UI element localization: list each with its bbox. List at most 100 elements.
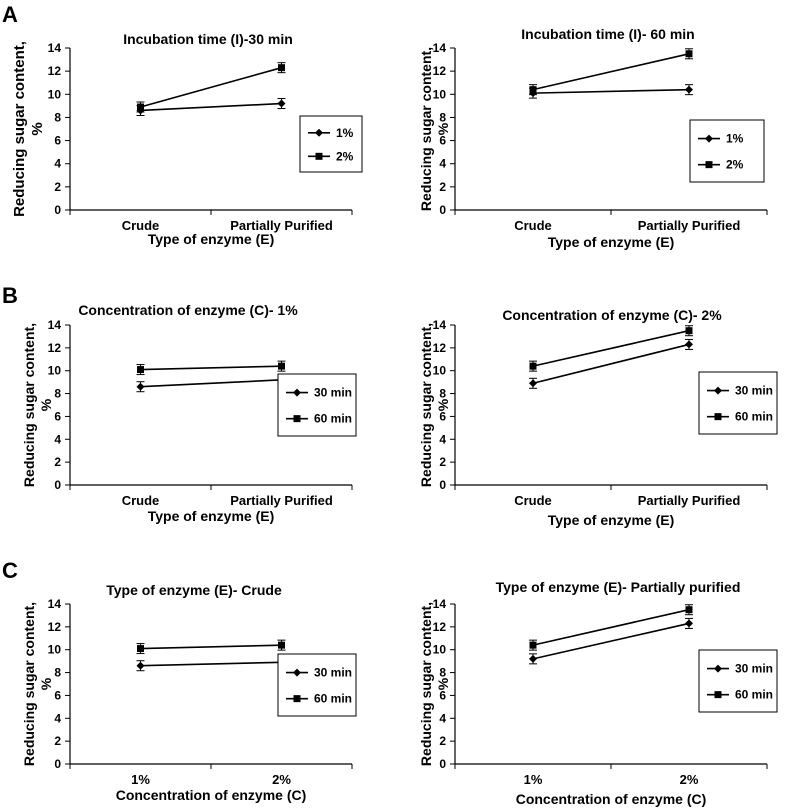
- y-tick-label: 2: [439, 455, 446, 469]
- legend-label: 2%: [336, 149, 354, 163]
- series-line: [532, 88, 690, 94]
- y-axis-label: Reducing sugar content,%: [418, 323, 451, 487]
- y-tick-label: 2: [439, 180, 446, 194]
- y-tick-label: 0: [54, 757, 61, 771]
- data-point: [685, 619, 693, 628]
- legend-box: [299, 115, 363, 173]
- legend-label: 60 min: [735, 410, 773, 424]
- y-tick-label: 4: [439, 432, 446, 446]
- legend-marker: [293, 695, 301, 703]
- legend-box: [277, 373, 357, 437]
- y-tick-label: 6: [54, 134, 61, 148]
- data-point: [685, 340, 693, 349]
- legend-label: 2%: [726, 158, 744, 172]
- y-tick-label: 4: [54, 432, 61, 446]
- y-tick-label: 2: [54, 180, 61, 194]
- charts-container: 0 2 4 6 8 10 12 14 Crude Partially Purified Incuba…: [11, 26, 778, 807]
- y-tick-label: 4: [54, 157, 61, 171]
- y-tick-label: 10: [433, 364, 447, 378]
- series-line: [532, 343, 690, 385]
- legend-label: 60 min: [735, 688, 773, 702]
- y-tick-label: 6: [439, 688, 446, 702]
- x-tick-label: Crude: [514, 493, 552, 508]
- panel-label-a: A: [2, 2, 18, 27]
- y-axis-label-line: %: [435, 122, 451, 135]
- y-tick-label: 0: [439, 478, 446, 492]
- legend-label: 30 min: [735, 662, 773, 676]
- data-point: [136, 382, 145, 391]
- data-point: [529, 362, 537, 370]
- y-tick-label: 14: [48, 318, 62, 332]
- x-tick-label: Partially Purified: [230, 218, 333, 233]
- series-line: [532, 329, 690, 367]
- data-point: [136, 661, 145, 670]
- series-line: [532, 53, 690, 91]
- y-tick-label: 10: [433, 87, 447, 101]
- y-tick-label: 14: [433, 597, 447, 611]
- y-axis-label-line: Reducing sugar content,: [418, 47, 434, 211]
- x-tick-label: 2%: [680, 772, 699, 787]
- data-point: [278, 362, 285, 370]
- series-line: [140, 66, 282, 108]
- chart-6: 0 2 4 6 8 10 12 14 1% 2% Type of enzyme (E)- Parti…: [418, 579, 778, 807]
- series-line: [140, 365, 282, 371]
- legend-label: 1%: [726, 132, 744, 146]
- data-point: [529, 379, 537, 388]
- y-axis-label-line: %: [435, 677, 451, 690]
- legend: 1% 2%: [299, 115, 363, 173]
- x-axis-label: Concentration of enzyme (C): [516, 791, 707, 807]
- data-point: [278, 64, 285, 72]
- y-tick-label: 6: [439, 134, 446, 148]
- y-tick-label: 14: [48, 41, 62, 55]
- y-tick-label: 0: [54, 203, 61, 217]
- y-tick-label: 6: [439, 409, 446, 423]
- y-tick-label: 12: [433, 620, 447, 634]
- y-axis-label-line: %: [435, 398, 451, 411]
- legend-label: 30 min: [314, 666, 352, 680]
- y-tick-label: 4: [54, 711, 61, 725]
- x-tick-label: Partially Purified: [230, 493, 333, 508]
- data-point: [685, 606, 693, 614]
- legend-marker: [315, 128, 323, 137]
- x-tick-label: Crude: [122, 218, 160, 233]
- chart-5: 0 2 4 6 8 10 12 14 1% 2% Type of enzyme (E)- Crude…: [21, 582, 357, 803]
- y-axis-label-line: %: [38, 677, 54, 690]
- y-tick-label: 10: [48, 87, 62, 101]
- data-point: [278, 641, 285, 649]
- chart-title: Incubation time (I)-30 min: [123, 31, 293, 47]
- x-axis-label: Type of enzyme (E): [148, 231, 275, 247]
- legend-marker: [714, 386, 722, 395]
- y-tick-label: 0: [439, 757, 446, 771]
- y-axis-label-line: %: [38, 398, 54, 411]
- data-point: [137, 645, 144, 653]
- panel-label-c: C: [2, 558, 18, 583]
- legend-label: 60 min: [314, 692, 352, 706]
- y-axis-label: Reducing sugar content,%: [11, 41, 46, 217]
- legend: 30 min 60 min: [698, 371, 778, 435]
- legend-marker: [714, 413, 722, 421]
- data-point: [685, 85, 693, 94]
- y-tick-label: 4: [439, 711, 446, 725]
- legend: 1% 2%: [689, 119, 765, 183]
- legend: 30 min 60 min: [698, 649, 778, 713]
- data-point: [685, 327, 693, 335]
- y-axis-label: Reducing sugar content,%: [21, 602, 54, 766]
- data-point: [137, 366, 144, 374]
- x-axis-label: Type of enzyme (E): [148, 508, 275, 524]
- legend-box: [277, 653, 357, 717]
- x-axis-label: Type of enzyme (E): [548, 234, 675, 250]
- y-tick-label: 12: [48, 620, 62, 634]
- legend: 30 min 60 min: [277, 373, 357, 437]
- legend-label: 30 min: [314, 386, 352, 400]
- y-axis-label: Reducing sugar content,%: [21, 323, 54, 487]
- x-tick-label: Partially Purified: [638, 218, 741, 233]
- chart-title: Type of enzyme (E)- Partially purified: [496, 579, 741, 595]
- chart-title: Concentration of enzyme (C)- 1%: [78, 302, 298, 318]
- y-axis-label-line: Reducing sugar content,: [21, 602, 37, 766]
- y-axis-label: Reducing sugar content,%: [418, 602, 451, 766]
- legend-label: 30 min: [735, 384, 773, 398]
- y-tick-label: 12: [48, 341, 62, 355]
- y-axis-label-line: Reducing sugar content,: [418, 602, 434, 766]
- y-tick-label: 12: [433, 341, 447, 355]
